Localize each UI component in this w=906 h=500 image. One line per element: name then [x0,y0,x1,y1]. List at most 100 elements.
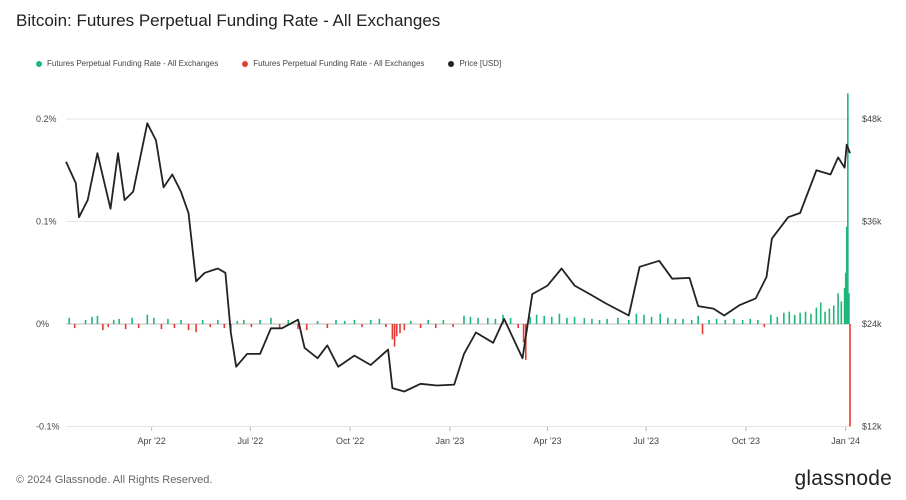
right-axis-tick-label: $24k [862,319,882,329]
brand-logo: glassnode [794,467,892,490]
legend-item-funding-negative[interactable]: Futures Perpetual Funding Rate - All Exc… [242,59,424,68]
funding-rate-bar [259,319,261,324]
funding-rate-bar [793,314,796,324]
price-line [65,122,851,393]
funding-rate-bar [102,324,104,331]
funding-rate-bar [131,317,133,324]
left-axis-tick-label: 0.1% [36,217,57,227]
funding-rate-bar [643,314,645,324]
funding-rate-bar [819,302,822,324]
funding-rate-bar [550,316,553,324]
funding-rate-bar [847,93,849,324]
left-axis-ticks: 0.2% 0.1% 0% -0.1% [36,114,60,432]
x-axis-tick-label: Jul '23 [633,436,659,446]
funding-rate-bar [566,317,568,324]
funding-rate-bar [385,324,387,328]
x-axis-tick-label: Jan '24 [831,436,860,446]
funding-rate-bar [844,272,847,324]
funding-rate-bar [124,324,127,330]
funding-rate-bar [209,324,212,328]
funding-rate-bar [682,318,684,324]
funding-rate-bar [410,320,412,324]
funding-rate-bar [201,319,204,324]
funding-rate-bar [788,311,791,324]
copyright-footer: © 2024 Glassnode. All Rights Reserved. [16,474,213,486]
funding-rate-bar [369,319,372,324]
funding-rate-bar [832,305,835,324]
funding-rate-bar [674,318,677,324]
funding-rate-bar [849,324,851,427]
funding-rate-bar [843,288,846,324]
grid-lines [66,118,850,427]
x-axis-tick-label: Jul '22 [237,436,263,446]
funding-rate-bar [180,319,182,324]
x-axis-tick-label: Apr '23 [533,436,561,446]
funding-rate-bar [477,317,479,324]
funding-rate-bar [573,316,576,324]
funding-rate-bar [837,293,839,324]
funding-rate-bar [606,318,608,324]
funding-rate-bar [517,324,519,329]
price-line-path [65,122,851,393]
funding-rate-bar [469,316,472,324]
legend-label: Futures Perpetual Funding Rate - All Exc… [253,59,425,68]
funding-rate-bar [195,324,197,333]
funding-rate-bar [757,319,759,324]
chart-legend: Futures Perpetual Funding Rate - All Exc… [36,59,501,68]
right-axis-ticks: $48k $36k $24k $12k [862,114,882,432]
funding-rate-bar [343,320,346,324]
legend-item-funding-positive[interactable]: Futures Perpetual Funding Rate - All Exc… [36,59,218,68]
funding-rate-bar [403,324,406,331]
funding-rate-bar [810,313,812,324]
funding-rate-bar [393,324,396,347]
funding-rate-bar [391,324,394,340]
funding-rate-bar [824,311,826,324]
funding-rate-bar [118,318,120,324]
funding-rate-bar [815,307,818,324]
funding-rate-bar [395,324,398,337]
funding-rate-bar [840,301,843,324]
funding-rate-bar [278,324,281,329]
legend-dot-red-icon [242,60,249,67]
funding-rate-bar [529,316,531,324]
funding-rate-bar [297,324,299,330]
funding-rate-bar [591,318,593,324]
funding-rate-bar [361,324,363,328]
chart-title: Bitcoin: Futures Perpetual Funding Rate … [16,11,441,30]
funding-rate-bar [487,317,489,324]
right-axis-tick-label: $48k [862,114,882,124]
funding-rate-bar [187,324,190,331]
funding-rate-bar [236,320,239,324]
funding-rate-bar [494,318,497,324]
funding-rate-bar [96,315,99,324]
funding-rate-bar [617,317,619,324]
funding-rate-bar [509,317,512,324]
legend-dot-green-icon [36,60,42,67]
funding-rate-bar [697,315,699,324]
funding-rate-bar [153,317,155,324]
funding-rate-bar [690,319,693,324]
funding-rate-bar [91,316,93,324]
legend-item-price[interactable]: Price [USD] [448,59,501,68]
legend-label: Futures Perpetual Funding Rate - All Exc… [47,59,219,68]
funding-rate-bar [442,319,445,324]
left-axis-tick-label: -0.1% [36,422,60,432]
funding-rate-bar [217,319,219,324]
funding-rate-bar [522,324,525,343]
funding-rate-bar [378,318,381,324]
x-axis-ticks: Apr '22 Jul '22 Oct '22 Jan '23 Apr '23 Jul '… [138,427,860,446]
right-axis-tick-label: $36k [862,217,882,227]
funding-rate-bar [316,320,319,324]
funding-rate-bar [724,319,727,324]
x-axis-tick-label: Apr '22 [138,436,166,446]
x-axis-tick-label: Oct '23 [732,436,760,446]
funding-rate-bar [107,324,110,328]
funding-rate-bar [353,319,356,324]
funding-rate-bar [326,324,329,329]
funding-rate-bar [167,318,169,324]
funding-rate-bar [763,324,766,328]
funding-rate-bar [335,319,337,324]
funding-rate-bar [635,313,638,324]
funding-rate-bar [146,314,149,324]
